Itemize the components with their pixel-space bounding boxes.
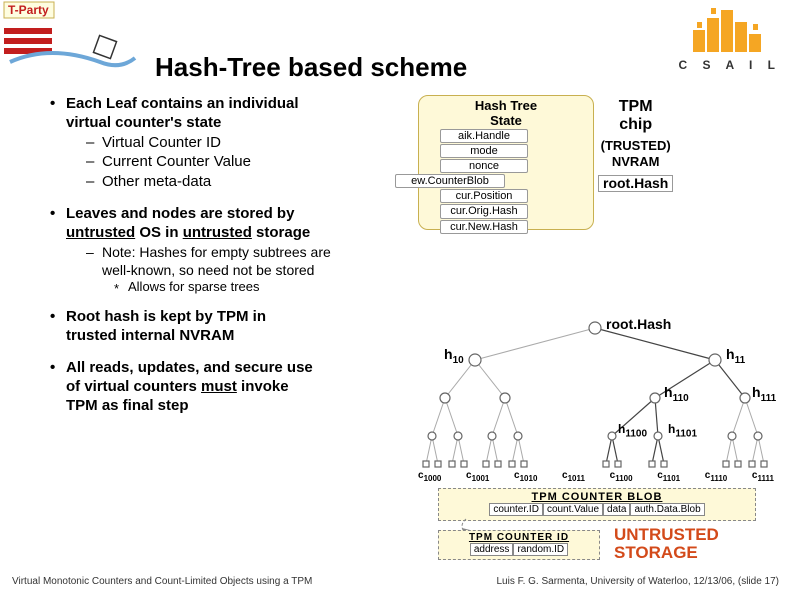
id-field-0: address	[470, 543, 514, 556]
bullet-2: Leaves and nodes are stored by untrusted…	[50, 205, 410, 296]
blob-field-3: auth.Data.Blob	[630, 503, 704, 516]
content-area: Each Leaf contains an individual virtual…	[50, 95, 410, 426]
leaf-6: c1110	[705, 470, 727, 483]
state-field-counterblob: ew.CounterBlob	[395, 174, 505, 188]
bullet-1-sub-2: Current Counter Value	[86, 152, 410, 172]
bullet-4: All reads, updates, and secure use of vi…	[50, 359, 410, 415]
leaf-4: c1100	[610, 470, 633, 483]
bullet-3: Root hash is kept by TPM in trusted inte…	[50, 308, 410, 346]
footer-right: Luis F. G. Sarmenta, University of Water…	[496, 576, 779, 587]
bullet-1-sub-3: Other meta-data	[86, 172, 410, 192]
state-field-mode: mode	[440, 144, 528, 158]
tree-h110: h110	[664, 384, 689, 404]
tpm-counter-id-box: TPM COUNTER ID address random.ID	[438, 530, 600, 560]
leaf-1: c1001	[466, 470, 489, 483]
leaf-5: c1101	[657, 470, 680, 483]
state-field-aik: aik.Handle	[440, 129, 528, 143]
tparty-logo: T-Party	[0, 0, 140, 85]
leaf-2: c1010	[514, 470, 537, 483]
tparty-text: T-Party	[8, 3, 49, 17]
untrusted-storage-label: UNTRUSTED STORAGE	[614, 526, 719, 562]
csail-logo: C S A I L	[679, 0, 781, 72]
hash-tree-diagram: root.Hash h10 h11 h110 h111 h1100 h1101	[420, 320, 770, 480]
leaf-3: c1011	[562, 470, 585, 483]
bullet-2-sub: Note: Hashes for empty subtrees are well…	[86, 243, 410, 279]
bullet-2-subsub: Allows for sparse trees	[114, 279, 410, 296]
blob-field-0: counter.ID	[489, 503, 543, 516]
blob-field-2: data	[603, 503, 630, 516]
state-field-curpos: cur.Position	[440, 189, 528, 203]
id-title: TPM COUNTER ID	[442, 532, 596, 543]
tree-h11: h11	[726, 346, 745, 366]
bullet-1-sub-1: Virtual Counter ID	[86, 133, 410, 153]
state-title2: State	[423, 113, 589, 128]
state-field-newhash: cur.New.Hash	[440, 220, 528, 234]
tree-root-label: root.Hash	[606, 316, 671, 332]
tree-h111: h111	[752, 384, 776, 404]
id-field-1: random.ID	[513, 543, 568, 556]
state-title1: Hash Tree	[423, 98, 589, 113]
state-field-orighash: cur.Orig.Hash	[440, 204, 528, 218]
tpm-trusted: (TRUSTED)	[598, 139, 673, 153]
tpm-word: TPM	[598, 98, 673, 116]
slide-title: Hash-Tree based scheme	[155, 52, 467, 83]
tpm-counter-blob-box: TPM COUNTER BLOB counter.ID count.Value …	[438, 488, 756, 521]
tpm-chip: chip	[598, 116, 673, 134]
leaf-7: c1111	[752, 470, 774, 483]
tpm-roothash: root.Hash	[598, 175, 673, 192]
blob-title: TPM COUNTER BLOB	[443, 491, 751, 503]
blob-field-1: count.Value	[543, 503, 603, 516]
footer-left: Virtual Monotonic Counters and Count-Lim…	[12, 576, 312, 587]
tree-h10: h10	[444, 346, 464, 366]
csail-label: C S A I L	[679, 58, 781, 72]
tpm-nvram: NVRAM	[598, 155, 673, 169]
hash-tree-state-box: Hash Tree State aik.Handle mode nonce ew…	[418, 95, 594, 230]
leaf-labels: c1000 c1001 c1010 c1011 c1100 c1101 c111…	[418, 470, 774, 483]
tpm-label-block: TPM chip (TRUSTED) NVRAM root.Hash	[598, 98, 673, 192]
bullet-1: Each Leaf contains an individual virtual…	[50, 95, 410, 191]
tree-h1101: h1101	[668, 422, 697, 439]
tree-h1100: h1100	[618, 422, 647, 439]
state-field-nonce: nonce	[440, 159, 528, 173]
leaf-0: c1000	[418, 470, 441, 483]
